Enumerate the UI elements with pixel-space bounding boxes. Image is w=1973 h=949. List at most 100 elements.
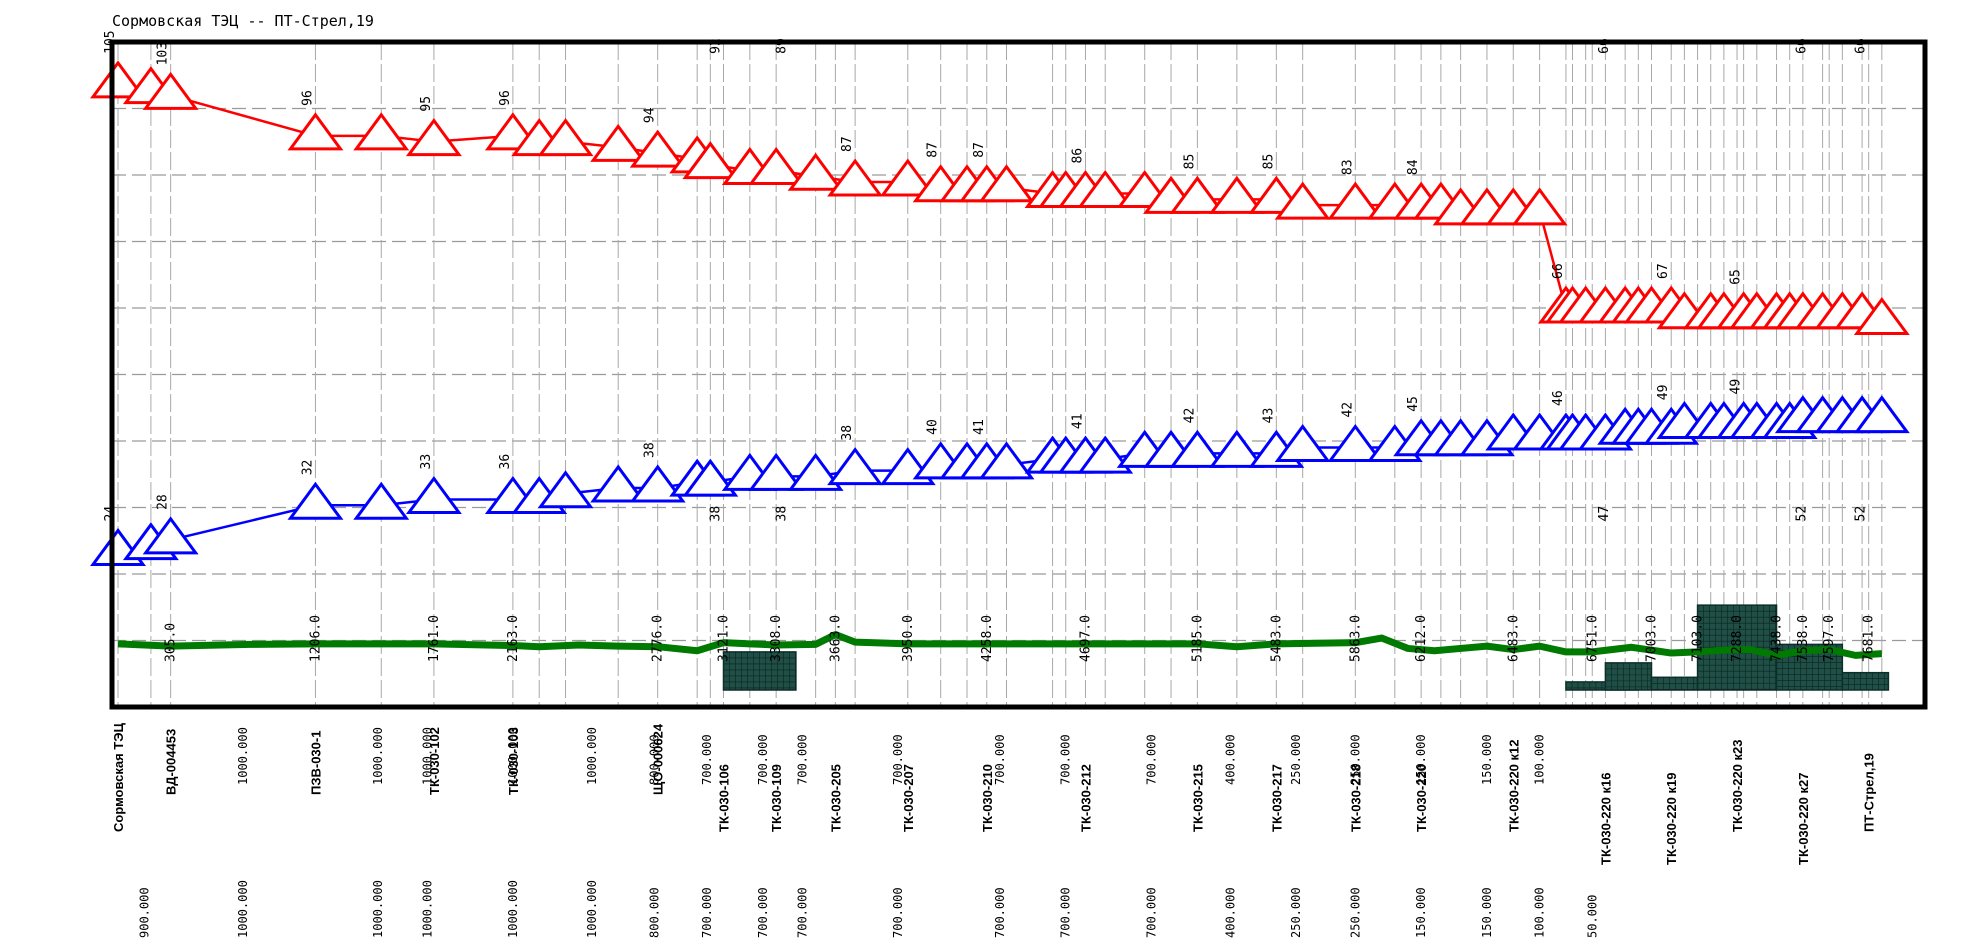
distance-label: 7681.0 [1862,615,1877,662]
series-value-label: 42 [1182,408,1197,424]
segment-length-upper: 1000.000 [506,727,520,785]
series-marker-2 [405,475,462,514]
elevation-bar [1604,662,1653,691]
node-label: Сормовская ТЭЦ [111,722,126,832]
series-value-label: 66 [1551,263,1566,279]
segment-length-lower: 700.000 [1059,887,1073,938]
series-value-label: 38 [643,442,658,458]
node-label: ТК-030-106 [716,764,731,832]
node-label: ТК-030-109 [769,764,784,832]
series-marker-2 [287,481,344,520]
series-marker-1 [1208,175,1265,214]
series-marker-1 [827,158,884,197]
series-value-label: 43 [1261,408,1276,424]
distance-label: 1206.0 [308,615,323,662]
series-marker-2 [590,464,647,503]
distance-label: 4697.0 [1078,615,1093,662]
distance-label: 5863.0 [1348,615,1363,662]
series-value-label: 28 [156,494,171,510]
node-label: ТК-030-103 [506,727,521,795]
series-marker-1 [590,123,647,162]
segment-length-upper: 150.000 [1480,734,1494,785]
series-marker-2 [142,516,199,555]
node-label: ТК-030-205 [828,764,843,832]
node-label: ТК-030-217 [1269,764,1284,832]
node-label: ТК-030-102 [427,727,442,795]
series-marker-1 [1169,175,1226,214]
segment-length-upper: 1000.000 [420,727,434,785]
distance-label: 3663.0 [828,615,843,662]
node-label: ПЗВ-030-1 [308,731,323,795]
segment-length-lower: 400.000 [1223,887,1237,938]
distance-label: 5483.0 [1269,615,1284,662]
series-value-label: 41 [972,419,987,435]
segment-length-lower: 1000.000 [585,880,599,938]
series-value-label: 96 [300,90,315,106]
segment-length-lower: 250.000 [1289,887,1303,938]
series-value-label: 87 [840,136,855,152]
series-marker-1 [353,112,410,151]
series-marker-2 [682,458,739,497]
segment-length-upper: 1000.000 [236,727,250,785]
series-value-label: 67 [1656,263,1671,279]
series-value-label: 38 [708,506,723,522]
segment-length-upper: 150.000 [1414,734,1428,785]
series-marker-2 [978,441,1035,480]
node-label: ТК-030-220 к12 [1506,740,1521,833]
series-marker-1 [537,118,594,157]
series-marker-2 [1853,395,1910,434]
series-marker-2 [537,470,594,509]
segment-length-upper: 1000.000 [371,727,385,785]
distance-label: 7438.0 [1770,615,1785,662]
node-label: ТК-030-220 к19 [1664,773,1679,866]
series-marker-2 [1208,429,1265,468]
segment-length-lower: 50.000 [1585,895,1599,938]
segment-length-lower: 700.000 [756,887,770,938]
node-label: ТК-030-207 [901,764,916,832]
distance-label: 7103.0 [1691,615,1706,662]
series-value-label: 49 [1729,379,1744,395]
node-label: ТК-030-218 [1348,764,1363,832]
series-value-label: 47 [1597,506,1612,522]
segment-length-lower: 150.000 [1414,887,1428,938]
series-marker-1 [90,60,146,99]
series-value-label: 41 [1070,413,1085,429]
segment-length-upper: 400.000 [1223,734,1237,785]
segment-length-upper: 700.000 [756,734,770,785]
series-value-label: 32 [300,460,315,476]
series-value-label: 52 [1854,506,1869,522]
series-value-label: 36 [498,454,513,470]
segment-length-upper: 700.000 [891,734,905,785]
series-value-label: 87 [972,142,987,158]
series-value-label: 45 [1406,396,1421,412]
series-value-label: 94 [643,107,658,123]
segment-length-upper: 700.000 [993,734,1007,785]
segment-length-lower: 1000.000 [420,880,434,938]
segment-length-upper: 700.000 [1059,734,1073,785]
segment-length-lower: 100.000 [1533,887,1547,938]
distance-label: 7003.0 [1644,615,1659,662]
segment-length-upper: 700.000 [795,734,809,785]
segment-length-lower: 250.000 [1348,887,1362,938]
series-value-label: 87 [926,142,941,158]
segment-length-upper: 800.000 [647,734,661,785]
distance-label: 7597.0 [1822,615,1837,662]
series-marker-2 [353,481,410,520]
series-value-label: 49 [1656,385,1671,401]
series-value-label: 103 [156,42,171,65]
series-value-label: 38 [774,506,789,522]
node-label: ТК-030-220 к27 [1796,773,1811,866]
series-marker-1 [682,141,739,180]
distance-label: 3950.0 [901,615,916,662]
chart-title: Сормовская ТЭЦ -- ПТ-Стрел,19 [112,12,374,30]
series-marker-1 [1327,181,1384,220]
distance-label: 6751.0 [1585,615,1600,662]
series-marker-1 [978,164,1035,203]
series-marker-2 [1274,424,1331,463]
node-label: ТК-030-220 к23 [1730,740,1745,833]
segment-length-lower: 150.000 [1480,887,1494,938]
node-label: ТК-030-210 [980,764,995,832]
node-label: ТК-030-215 [1190,764,1205,832]
segment-length-lower: 700.000 [993,887,1007,938]
